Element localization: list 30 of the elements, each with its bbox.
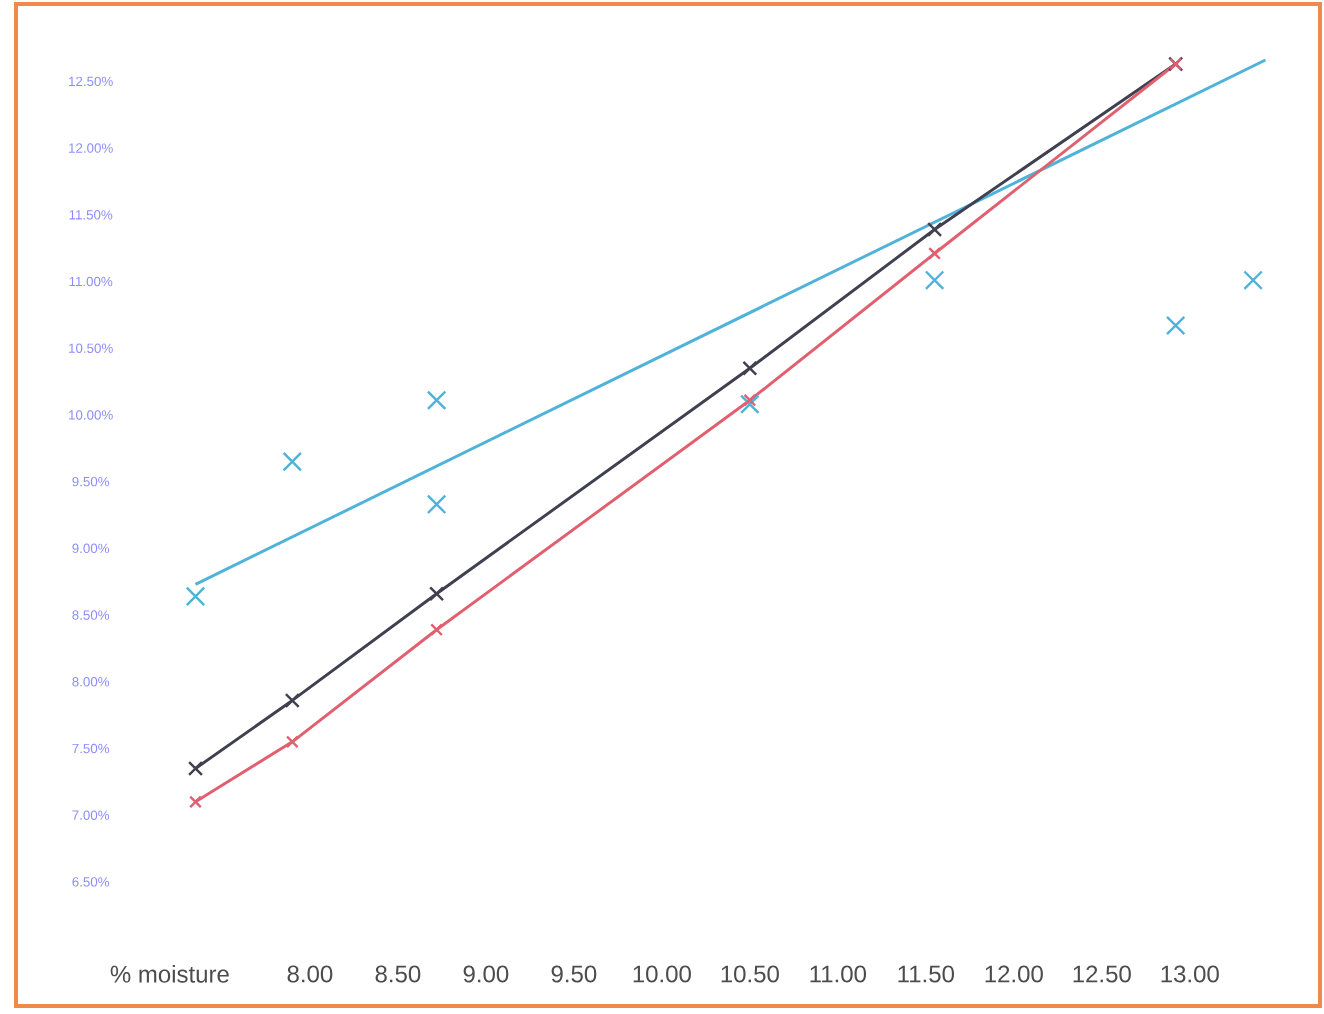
point [430,623,444,637]
point [282,451,303,472]
x-tick-label: 12.00 [985,965,1043,983]
point [1243,270,1263,291]
point [285,735,299,749]
point [739,394,760,415]
point [924,270,945,291]
x-tick-label: 10.50 [721,965,779,983]
x-tick-label: 8.50 [375,965,421,983]
x-tick-label: 10.00 [633,965,691,983]
point [1165,315,1186,336]
point [742,360,758,376]
point [187,760,204,777]
point [928,247,942,260]
x-tick-label: 12.50 [1073,965,1131,983]
x-tick-label: 9.00 [463,965,509,983]
x-tick-label: 9.50 [551,965,597,983]
x-tick-label: 11.50 [898,965,955,983]
x-tick-label: 11.00 [810,965,867,983]
point [743,393,757,407]
point [185,586,206,607]
x-axis-title: % moisture [110,965,229,983]
point [426,494,447,515]
x-tick-label: 13.00 [1161,965,1219,983]
point [428,586,445,602]
point [926,221,943,238]
point [284,692,300,709]
x-tick-label: 8.00 [287,965,333,983]
point [189,795,202,809]
point [426,390,447,411]
